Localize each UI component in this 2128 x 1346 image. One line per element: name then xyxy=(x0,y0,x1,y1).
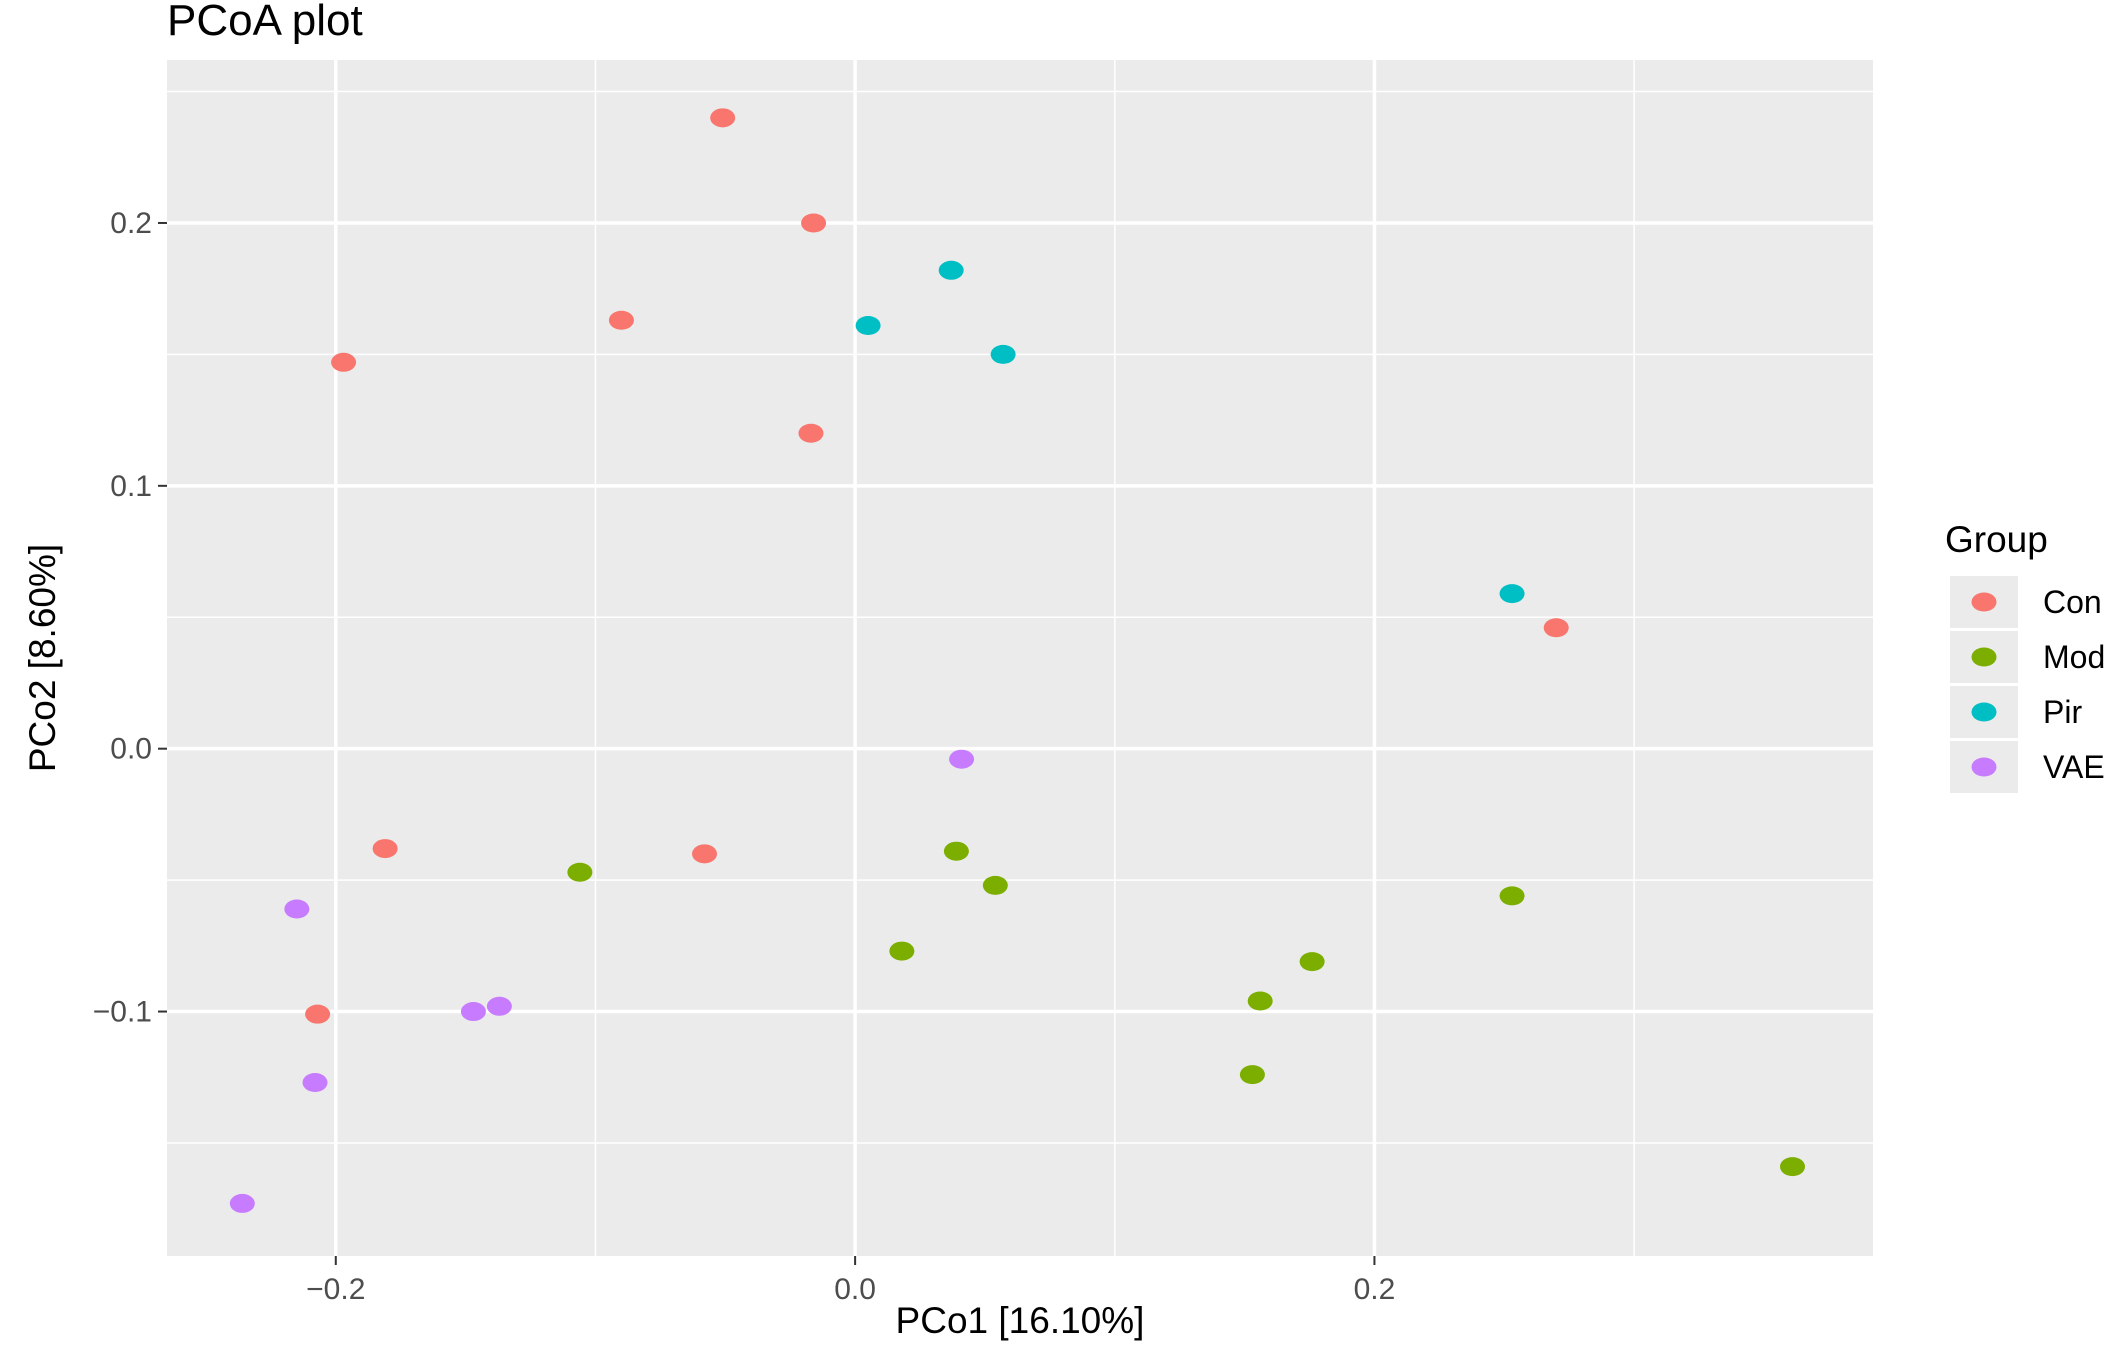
data-point-mod xyxy=(1299,952,1325,972)
data-point-pir xyxy=(855,315,881,335)
legend-label-vae: VAE xyxy=(2043,749,2105,785)
x-tick-label: 0.2 xyxy=(1354,1273,1396,1306)
data-point-pir xyxy=(938,260,964,280)
data-point-con xyxy=(372,839,398,859)
data-point-vae xyxy=(229,1193,255,1213)
data-point-vae xyxy=(486,996,512,1016)
data-point-vae xyxy=(949,749,975,769)
data-point-mod xyxy=(1780,1157,1806,1177)
legend-marker-pir xyxy=(1971,702,1997,722)
x-tick-label: 0.0 xyxy=(834,1273,876,1306)
data-point-mod xyxy=(982,875,1008,895)
data-point-con xyxy=(710,108,736,128)
data-point-con xyxy=(1543,618,1569,638)
major-gridlines xyxy=(167,60,1873,1256)
data-point-con xyxy=(692,844,718,864)
x-tick-label: −0.2 xyxy=(306,1273,365,1306)
legend-label-con: Con xyxy=(2043,584,2102,620)
data-point-vae xyxy=(302,1073,328,1093)
data-point-mod xyxy=(943,841,969,861)
y-tick-label: 0.1 xyxy=(110,470,152,503)
legend-title: Group xyxy=(1945,519,2048,560)
plot-panel xyxy=(167,60,1873,1256)
data-point-mod xyxy=(1499,886,1525,906)
data-point-con xyxy=(305,1004,331,1024)
data-point-vae xyxy=(284,899,310,919)
legend-label-pir: Pir xyxy=(2043,694,2082,730)
data-point-vae xyxy=(460,1002,486,1022)
minor-gridlines xyxy=(167,60,1873,1256)
data-point-mod xyxy=(1247,991,1273,1011)
legend-marker-con xyxy=(1971,592,1997,612)
data-point-con xyxy=(331,352,357,372)
legend-marker-mod xyxy=(1971,647,1997,667)
data-point-con xyxy=(608,310,634,330)
data-point-mod xyxy=(567,862,593,882)
data-point-con xyxy=(801,213,827,233)
y-axis: −0.1 0.0 0.1 0.2 xyxy=(93,207,167,1029)
data-point-mod xyxy=(1239,1065,1265,1085)
y-axis-title: PCo2 [8.60%] xyxy=(22,544,63,772)
y-tick-label: 0.0 xyxy=(110,733,152,766)
data-point-con xyxy=(798,423,824,443)
y-tick-label: 0.2 xyxy=(110,207,152,240)
chart-title: PCoA plot xyxy=(167,0,363,45)
data-point-mod xyxy=(889,941,915,961)
legend-label-mod: Mod xyxy=(2043,639,2105,675)
x-axis-title: PCo1 [16.10%] xyxy=(896,1300,1145,1341)
legend-marker-vae xyxy=(1971,757,1997,777)
data-points xyxy=(229,108,1806,1213)
y-tick-label: −0.1 xyxy=(93,996,152,1029)
data-point-pir xyxy=(1499,584,1525,604)
x-axis: −0.2 0.0 0.2 xyxy=(306,1256,1395,1306)
legend: Group Con Mod Pir VAE xyxy=(1945,519,2105,793)
data-point-pir xyxy=(990,344,1016,364)
